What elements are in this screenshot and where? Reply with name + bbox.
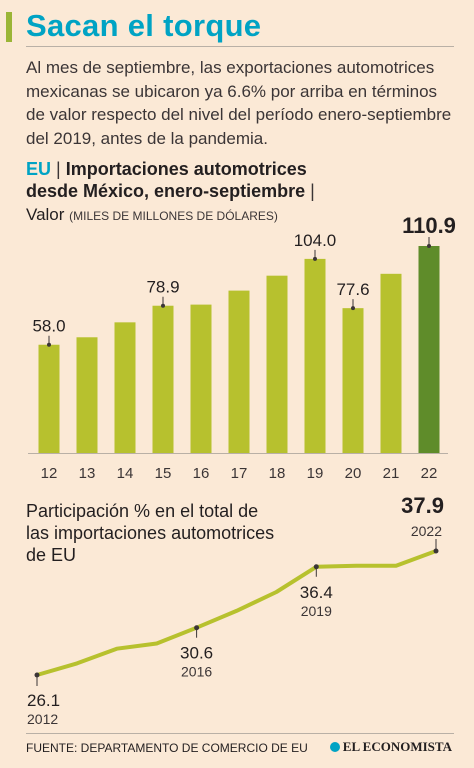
source-note: FUENTE: DEPARTAMENTO DE COMERCIO DE EU bbox=[26, 741, 308, 755]
bar bbox=[380, 273, 402, 453]
bar bbox=[152, 305, 174, 453]
value-unit: (MILES DE MILLONES DE DÓLARES) bbox=[69, 209, 278, 223]
bar-chart-title-line2: desde México, enero-septiembre bbox=[26, 181, 306, 201]
label-dot bbox=[313, 256, 317, 261]
label-dot bbox=[351, 306, 355, 311]
value-label-text: Valor bbox=[26, 205, 65, 224]
bar bbox=[418, 246, 440, 453]
bar-chart-value-label: Valor (MILES DE MILLONES DE DÓLARES) bbox=[26, 205, 278, 225]
x-tick-label: 20 bbox=[345, 465, 362, 482]
point-value-label: 36.4 bbox=[300, 583, 333, 602]
brand-name: EL ECONOMISTA bbox=[342, 739, 452, 754]
point-year-label: 2019 bbox=[301, 603, 332, 619]
bar-chart: 12 58.0 13 14 15 78.9 16 17 18 19 104.0 20 77.6 21 22 1… bbox=[28, 213, 456, 482]
x-tick-label: 17 bbox=[231, 465, 248, 482]
point-value-label: 26.1 bbox=[27, 691, 60, 710]
x-tick-label: 19 bbox=[307, 465, 324, 482]
x-tick-label: 14 bbox=[117, 465, 134, 482]
bar-chart-title-line1: Importaciones automotrices bbox=[65, 159, 307, 179]
bar bbox=[190, 304, 212, 453]
data-label: 104.0 bbox=[294, 231, 337, 250]
x-tick-label: 16 bbox=[193, 465, 210, 482]
label-dot bbox=[47, 342, 51, 347]
bar bbox=[114, 322, 136, 453]
x-tick-label: 12 bbox=[41, 465, 58, 482]
point-year-label: 2022 bbox=[411, 523, 442, 539]
brand-icon bbox=[329, 742, 340, 752]
bar bbox=[266, 275, 288, 453]
data-label: 58.0 bbox=[32, 317, 65, 336]
label-dot bbox=[427, 244, 431, 248]
bar bbox=[304, 258, 326, 453]
bar bbox=[228, 290, 250, 453]
lead-paragraph: Al mes de septiembre, las exportaciones … bbox=[26, 58, 452, 148]
bar-chart-country: EU bbox=[26, 159, 52, 179]
point-value-label: 37.9 bbox=[401, 493, 444, 518]
series-line bbox=[35, 549, 438, 677]
title-divider bbox=[26, 46, 454, 47]
x-tick-label: 22 bbox=[421, 465, 438, 482]
data-label: 78.9 bbox=[146, 278, 179, 297]
data-label: 110.9 bbox=[402, 213, 456, 238]
x-tick-label: 18 bbox=[269, 465, 286, 482]
x-tick-label: 13 bbox=[79, 465, 96, 482]
bar bbox=[342, 308, 364, 453]
x-tick-label: 15 bbox=[155, 465, 172, 482]
line-chart-title: Participación % en el total de las impor… bbox=[26, 501, 275, 565]
point-year-label: 2016 bbox=[181, 664, 212, 680]
page-title: Sacan el torque bbox=[26, 8, 262, 43]
bar bbox=[38, 344, 60, 453]
brand-logo: EL ECONOMISTA bbox=[329, 739, 452, 755]
bar-chart-title: EU | Importaciones automotrices desde Mé… bbox=[26, 158, 315, 202]
title-separator: | bbox=[56, 159, 61, 179]
data-label: 77.6 bbox=[336, 280, 369, 299]
footer-divider bbox=[26, 733, 454, 734]
bar bbox=[76, 337, 98, 453]
x-tick-label: 21 bbox=[383, 465, 400, 482]
title-accent-bar bbox=[6, 12, 12, 42]
point-value-label: 30.6 bbox=[180, 644, 213, 663]
label-dot bbox=[161, 303, 165, 308]
point-year-label: 2012 bbox=[27, 711, 58, 727]
title-separator: | bbox=[310, 181, 315, 201]
